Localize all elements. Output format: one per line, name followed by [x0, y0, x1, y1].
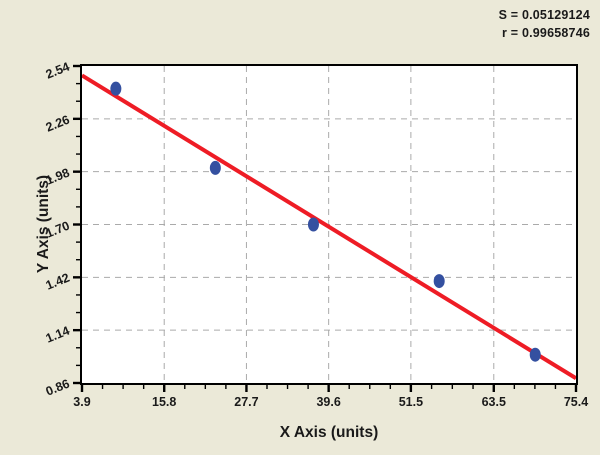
y-tick-label: 2.54 — [43, 59, 72, 82]
x-tick-label: 39.6 — [316, 395, 341, 409]
regression-line — [82, 73, 576, 380]
y-axis-title: Y Axis (units) — [35, 174, 52, 274]
gridlines — [82, 66, 576, 383]
data-point-marker — [307, 217, 319, 232]
x-tick-label: 3.9 — [73, 395, 91, 409]
data-point-marker — [433, 274, 445, 289]
x-tick-label: 15.8 — [152, 395, 177, 409]
s-statistic-label: S = 0.05129124 — [498, 8, 590, 22]
plot-area — [80, 64, 578, 385]
x-axis-title: X Axis (units) — [279, 424, 379, 441]
statistics-annotation: S = 0.05129124 r = 0.99658746 — [499, 6, 590, 42]
data-point-marker — [529, 347, 541, 362]
x-tick-label: 75.4 — [563, 395, 589, 409]
data-point-marker — [110, 81, 122, 96]
x-tick-label: 51.5 — [398, 395, 424, 409]
plot-canvas — [82, 66, 576, 383]
x-tick-label: 27.7 — [234, 395, 259, 409]
x-tick-label: 63.5 — [481, 395, 506, 409]
data-points-group — [110, 81, 541, 362]
y-tick-label: 0.86 — [43, 376, 72, 399]
r-statistic-label: r = 0.99658746 — [502, 26, 590, 41]
data-point-marker — [209, 160, 221, 175]
